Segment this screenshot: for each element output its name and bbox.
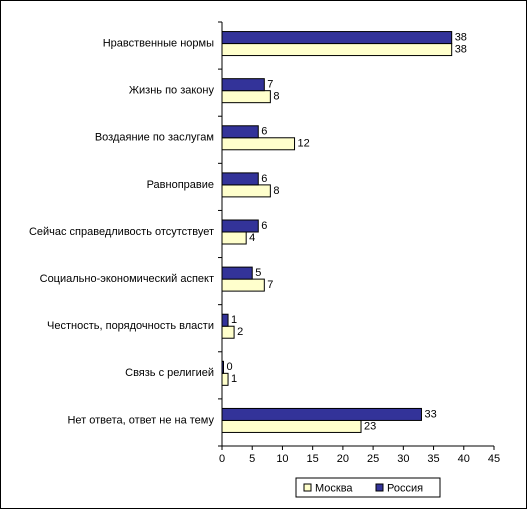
- x-tick-label: 35: [427, 453, 439, 465]
- bar: [221, 172, 259, 186]
- bar: [221, 31, 453, 45]
- legend-label: Москва: [315, 482, 353, 494]
- x-tick-label: 40: [458, 453, 470, 465]
- y-tick-label: Воздаяние по заслугам: [95, 132, 214, 144]
- data-label: 7: [267, 279, 273, 291]
- data-label: 2: [237, 326, 243, 338]
- bar: [221, 360, 224, 374]
- bar: [221, 419, 362, 433]
- x-tick-label: 5: [249, 453, 255, 465]
- bar: [221, 90, 271, 104]
- x-tick-label: 45: [488, 453, 500, 465]
- legend-label: Россия: [387, 482, 423, 494]
- bar: [221, 125, 259, 139]
- y-tick-label: Сейчас справедливость отсутствует: [29, 226, 214, 238]
- data-label: 12: [298, 138, 310, 150]
- bar: [221, 137, 296, 151]
- data-label: 8: [273, 185, 279, 197]
- legend-swatch: [303, 483, 312, 492]
- legend-swatch: [375, 483, 384, 492]
- y-tick-label: Нравственные нормы: [103, 37, 214, 49]
- bar: [221, 325, 235, 339]
- y-tick-label: Жизнь по закону: [129, 85, 215, 97]
- bar: [221, 407, 422, 421]
- bar: [221, 266, 253, 280]
- data-label: 7: [267, 79, 273, 91]
- bar: [221, 78, 265, 92]
- bar: [221, 278, 265, 292]
- bar: [221, 184, 271, 198]
- data-label: 8: [273, 91, 279, 103]
- x-tick-label: 0: [219, 453, 225, 465]
- bar: [221, 43, 453, 57]
- y-tick-label: Социально-экономический аспект: [40, 273, 214, 285]
- y-tick-label: Нет ответа, ответ не на тему: [67, 414, 214, 426]
- data-label: 33: [424, 408, 436, 420]
- x-tick-label: 30: [397, 453, 409, 465]
- legend-box: [295, 477, 441, 498]
- bar: [221, 231, 247, 245]
- bar: [221, 372, 229, 386]
- y-tick-label: Честность, порядочность власти: [47, 320, 214, 332]
- bar: [221, 219, 259, 233]
- x-tick-label: 25: [367, 453, 379, 465]
- data-label: 38: [455, 31, 467, 43]
- data-label: 6: [261, 220, 267, 232]
- data-label: 1: [231, 314, 237, 326]
- data-label: 6: [261, 126, 267, 138]
- data-label: 38: [455, 43, 467, 55]
- data-label: 1: [231, 373, 237, 385]
- data-label: 4: [249, 232, 255, 244]
- x-tick-label: 10: [276, 453, 288, 465]
- x-tick-label: 20: [337, 453, 349, 465]
- data-label: 23: [364, 420, 376, 432]
- data-label: 5: [255, 267, 261, 279]
- bar: [221, 313, 229, 327]
- data-label: 0: [227, 361, 233, 373]
- y-tick-label: Связь с религией: [125, 367, 214, 379]
- data-label: 6: [261, 173, 267, 185]
- y-tick-label: Равноправие: [147, 179, 214, 191]
- x-tick-label: 15: [307, 453, 319, 465]
